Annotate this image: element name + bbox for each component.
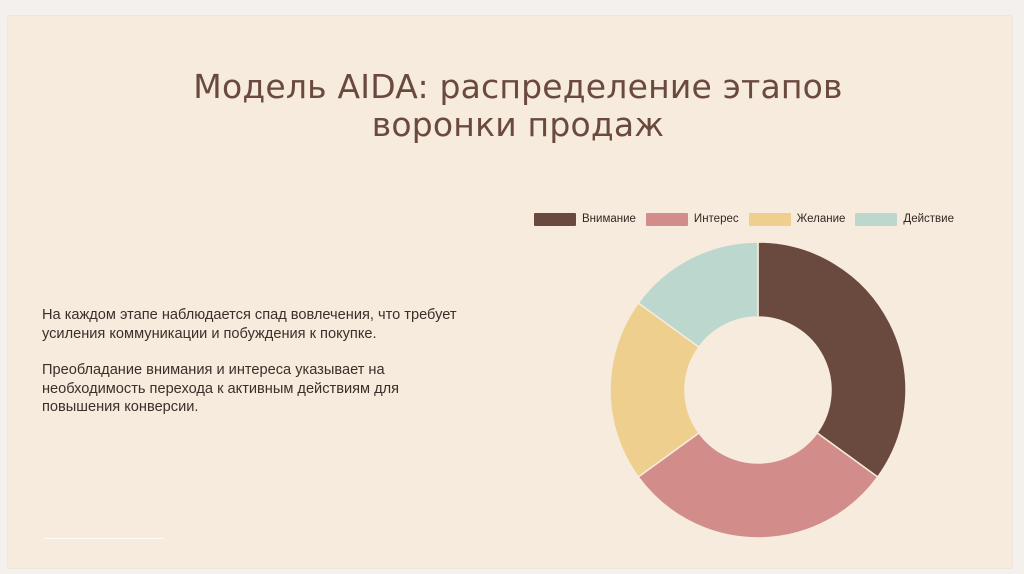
chart-slices: [609, 241, 907, 539]
slide-text: На каждом этапе наблюдается спад вовлече…: [42, 306, 472, 435]
legend-swatch-desire: [748, 212, 791, 226]
paragraph-conversion: Преобладание внимания и интереса указыва…: [42, 362, 400, 415]
legend-swatch-action: [855, 212, 898, 226]
slide-title: Модель AIDA: распределение этапов воронк…: [128, 68, 908, 144]
legend-item-interest: Интерес: [645, 212, 739, 226]
legend-label-action: Действие: [903, 213, 954, 225]
slice-action: [637, 241, 759, 349]
slice-attention: [757, 241, 907, 479]
presentation-slide: Модель AIDA: распределение этапов воронк…: [8, 16, 1012, 568]
slice-interest: [637, 431, 879, 539]
legend-label-interest: Интерес: [693, 213, 739, 225]
paragraph-engagement: На каждом этапе наблюдается спад вовлече…: [42, 307, 457, 342]
legend-label-attention: Внимание: [582, 213, 636, 225]
aida-donut-chart: [609, 241, 907, 539]
chart-legend: Внимание Интерес Желание Действие: [534, 209, 954, 229]
legend-swatch-interest: [645, 212, 688, 226]
legend-swatch-attention: [534, 212, 576, 226]
slice-desire: [609, 301, 700, 479]
legend-item-action: Действие: [855, 212, 954, 226]
legend-item-desire: Желание: [748, 212, 846, 226]
decorative-divider: [44, 538, 164, 539]
legend-item-attention: Внимание: [534, 212, 636, 226]
slide-title-line-1: Модель AIDA: распределение этапов: [193, 67, 843, 106]
legend-label-desire: Желание: [796, 213, 846, 225]
slide-title-line-2: воронки продаж: [371, 105, 665, 144]
